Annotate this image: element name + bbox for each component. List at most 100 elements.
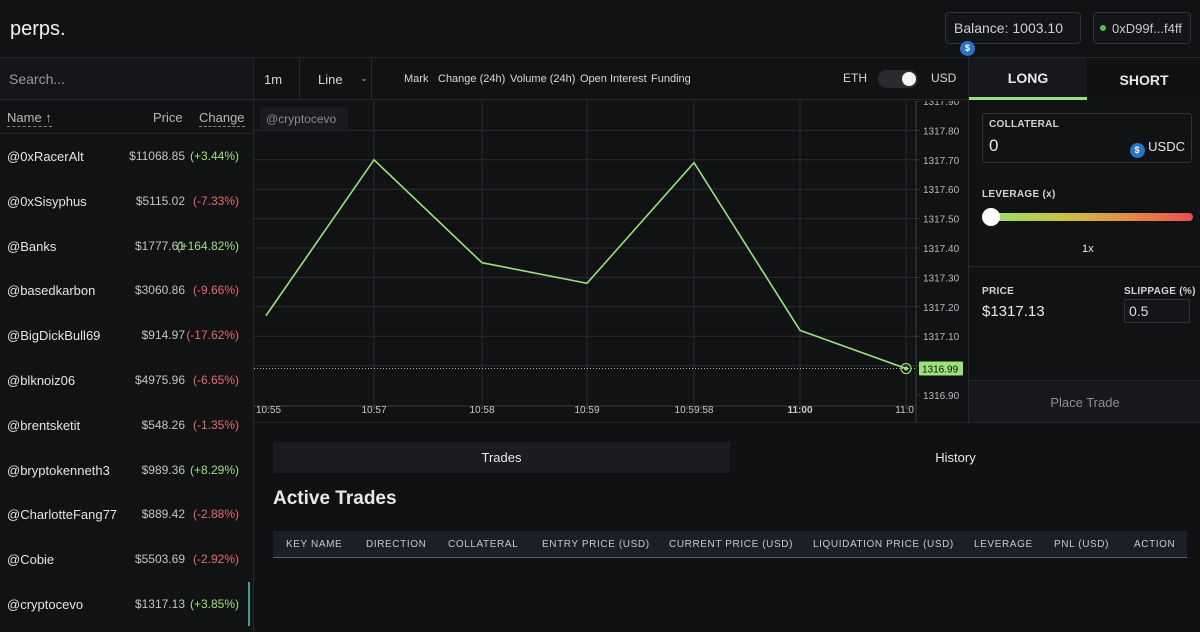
- y-tick-label: 1317.50: [923, 215, 960, 226]
- trader-price: $989.36: [141, 462, 185, 477]
- y-tick-label: 1317.70: [923, 156, 960, 167]
- y-tick-label: 1316.90: [923, 391, 960, 402]
- list-item[interactable]: @Cobie $5503.69 (-2.92%): [0, 537, 253, 582]
- divider: [969, 266, 1200, 267]
- collateral-currency: $ USDC: [1129, 139, 1185, 158]
- x-tick-label: 10:59: [574, 405, 599, 416]
- trader-change: (-2.88%): [192, 507, 239, 522]
- trader-change: (-6.65%): [192, 372, 239, 387]
- list-item[interactable]: @Banks $1777.61 (+164.82%): [0, 224, 253, 269]
- price-chart[interactable]: 1317.90 1317.80 1317.70 1317.60 1317.50 1317.…: [254, 97, 968, 422]
- long-tab[interactable]: LONG: [969, 58, 1087, 100]
- list-item[interactable]: @BigDickBull69 $914.97 (-17.62%): [0, 313, 253, 358]
- y-tick-label: 1317.30: [923, 273, 960, 284]
- col-liquidation-price: LIQUIDATION PRICE (USD): [813, 539, 954, 550]
- slippage-input[interactable]: [1124, 299, 1190, 323]
- trader-name: @cryptocevo: [7, 596, 84, 612]
- chart-watermark: @cryptocevo: [266, 112, 337, 126]
- active-trades-title: Active Trades: [273, 488, 397, 509]
- interval-value: 1m: [264, 72, 283, 87]
- y-tick-label: 1317.90: [923, 101, 960, 108]
- x-tick-label: 10:55: [256, 405, 281, 416]
- y-tick-label: 1317.60: [923, 185, 960, 196]
- toggle-right-label: USD: [931, 71, 957, 85]
- list-item[interactable]: @bryptokenneth3 $989.36 (+8.29%): [0, 448, 253, 493]
- price-header: Price: [153, 110, 183, 125]
- trader-change: (+3.85%): [189, 596, 239, 611]
- toolbar-open-interest[interactable]: Open Interest: [580, 73, 647, 85]
- trader-price: $914.97: [141, 328, 185, 343]
- y-tick-label: 1317.10: [923, 332, 960, 343]
- top-bar: perps. Balance: 1003.10 $ 0xD99f...f4ff: [0, 0, 1200, 58]
- trader-name: @bryptokenneth3: [7, 462, 110, 478]
- list-item[interactable]: @0xSisyphus $5115.02 (-7.33%): [0, 179, 253, 224]
- trader-sidebar: Name ↑ Price Change @0xRacerAlt $11068.85…: [0, 58, 254, 632]
- list-item[interactable]: @basedkarbon $3060.86 (-9.66%): [0, 268, 253, 313]
- price-label: PRICE: [982, 286, 1015, 297]
- toolbar-volume-24h[interactable]: Volume (24h): [510, 73, 576, 85]
- toolbar-mark[interactable]: Mark: [404, 73, 429, 85]
- last-point-marker: [900, 362, 912, 375]
- trader-price: $11068.85: [129, 149, 185, 163]
- trader-change: (+3.44%): [189, 149, 239, 163]
- trader-change: (+8.29%): [189, 462, 239, 477]
- trader-name: @brentsketit: [7, 417, 81, 433]
- direction-tabs: LONG SHORT: [969, 58, 1200, 100]
- col-direction: DIRECTION: [366, 539, 427, 550]
- trades-section: Trades History Active Trades KEY NAME DI…: [254, 422, 1200, 632]
- leverage-value: 1x: [1082, 243, 1094, 255]
- eth-usd-toggle[interactable]: [878, 70, 918, 88]
- toggle-left-label: ETH: [843, 71, 867, 85]
- trader-name: @Cobie: [7, 552, 55, 568]
- trader-name: @CharlotteFang77: [7, 507, 118, 523]
- leverage-label: LEVERAGE (x): [982, 189, 1056, 200]
- trader-price: $1317.13: [134, 596, 185, 611]
- wallet-button[interactable]: 0xD99f...f4ff: [1093, 12, 1191, 44]
- trader-name: @BigDickBull69: [7, 328, 101, 344]
- y-tick-label: 1317.40: [923, 244, 960, 255]
- trader-name: @0xSisyphus: [7, 193, 87, 209]
- trader-price: $1777.61: [134, 238, 185, 253]
- interval-select[interactable]: 1m: [254, 58, 300, 100]
- list-item[interactable]: @brentsketit $548.26 (-1.35%): [0, 403, 253, 448]
- collateral-field[interactable]: COLLATERAL 0 $ USDC: [982, 113, 1192, 163]
- short-tab[interactable]: SHORT: [1087, 58, 1200, 100]
- list-item[interactable]: @cryptocevo $1317.13 (+3.85%): [0, 581, 253, 627]
- list-item[interactable]: @CharlotteFang77 $889.42 (-2.88%): [0, 492, 253, 537]
- trader-change: (-1.35%): [192, 417, 239, 432]
- col-key-name: KEY NAME: [286, 539, 343, 550]
- last-point-dot: [904, 366, 908, 371]
- search-input[interactable]: [0, 58, 253, 99]
- tab-history[interactable]: History: [935, 450, 976, 465]
- col-leverage: LEVERAGE: [974, 539, 1033, 550]
- sort-change-header[interactable]: Change: [199, 110, 245, 127]
- app-logo[interactable]: perps.: [10, 18, 66, 40]
- trader-price: $548.26: [141, 417, 185, 432]
- trader-name: @basedkarbon: [7, 283, 96, 299]
- tab-trades[interactable]: Trades: [273, 442, 730, 473]
- leverage-slider-handle[interactable]: [982, 208, 1000, 226]
- place-trade-button[interactable]: Place Trade: [969, 380, 1200, 422]
- chart-type-select[interactable]: Line ⌄: [300, 58, 372, 100]
- y-tick-label: 1317.20: [923, 303, 960, 314]
- collateral-currency-label: USDC: [1148, 139, 1185, 154]
- sort-name-header[interactable]: Name ↑: [7, 110, 52, 127]
- list-item[interactable]: @blknoiz06 $4975.96 (-6.65%): [0, 358, 253, 403]
- trader-change: (-7.33%): [192, 193, 239, 208]
- usdc-icon: $: [960, 41, 975, 56]
- last-price-label: 1316.99: [922, 365, 959, 376]
- trades-table-header: KEY NAME DIRECTION COLLATERAL ENTRY PRIC…: [273, 531, 1187, 558]
- price-value: $1317.13: [982, 303, 1045, 320]
- y-tick-label: 1317.80: [923, 126, 960, 137]
- trader-change: (-17.62%): [186, 328, 239, 343]
- toolbar-funding[interactable]: Funding: [651, 73, 691, 85]
- toolbar-change-24h[interactable]: Change (24h): [438, 73, 506, 85]
- trader-price: $4975.96: [134, 372, 185, 387]
- col-current-price: CURRENT PRICE (USD): [669, 539, 793, 550]
- collateral-value[interactable]: 0: [989, 136, 999, 155]
- chart-toolbar: 1m Line ⌄ Mark Change (24h) Volume (24h)…: [254, 58, 968, 100]
- trader-name: @Banks: [7, 238, 57, 254]
- list-item[interactable]: @0xRacerAlt $11068.85 (+3.44%): [0, 134, 253, 179]
- leverage-slider[interactable]: [987, 213, 1193, 221]
- trader-change: (-9.66%): [192, 283, 239, 298]
